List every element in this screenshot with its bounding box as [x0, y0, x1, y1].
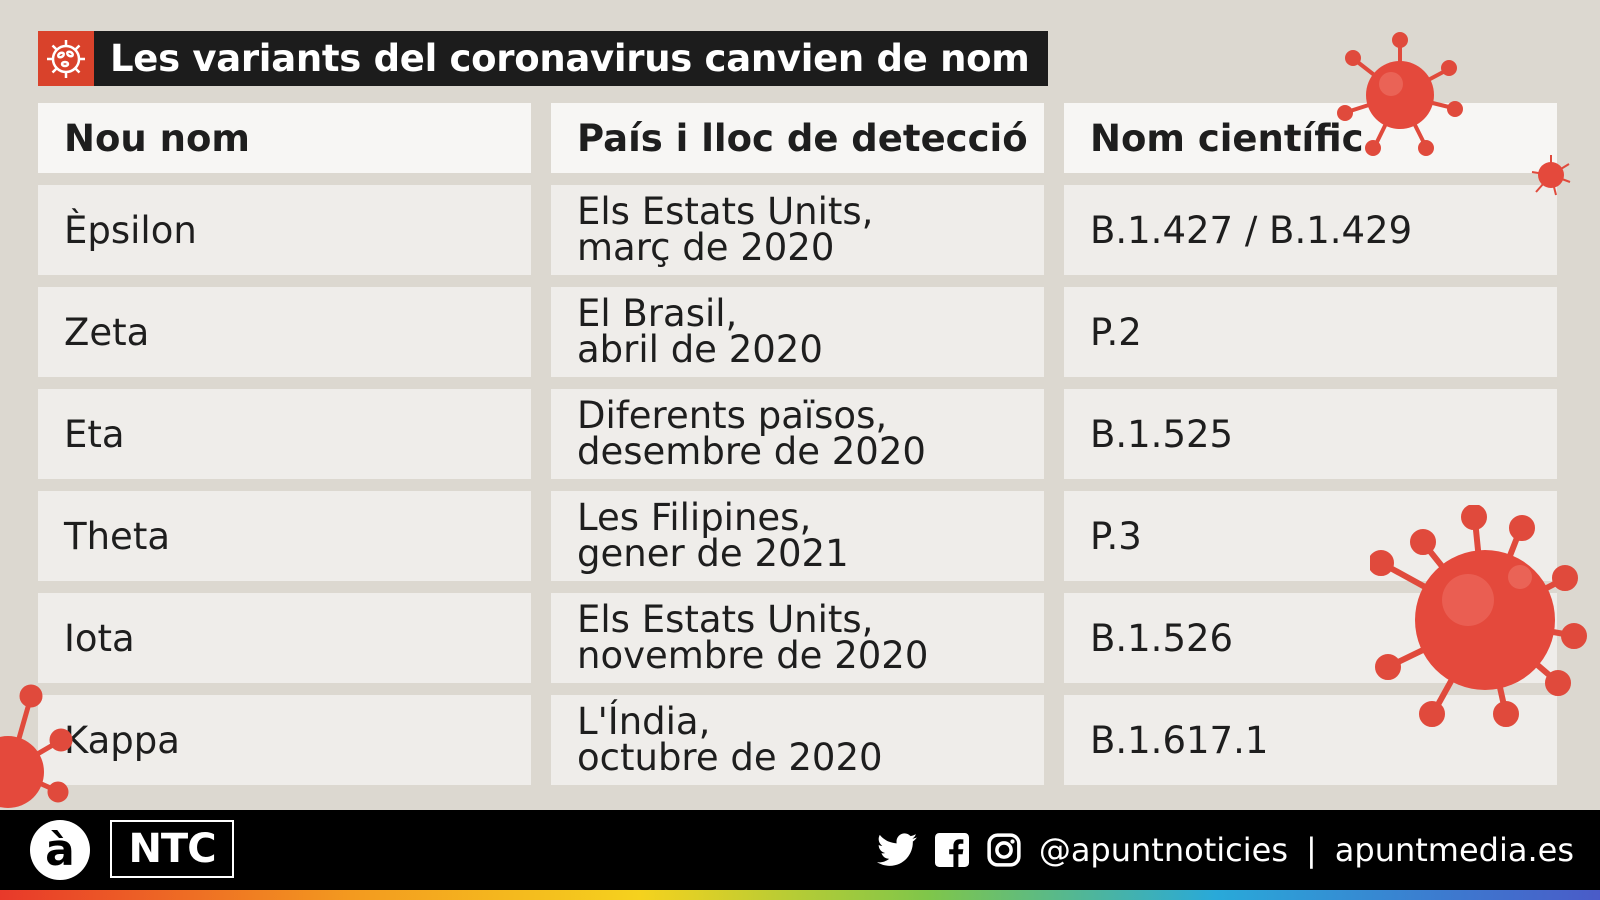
- social-handle[interactable]: @apuntnoticies: [1038, 831, 1288, 869]
- place-text: Diferents països, desembre de 2020: [577, 394, 926, 473]
- page-title: Les variants del coronavirus canvien de …: [110, 37, 1030, 80]
- title-bar: Les variants del coronavirus canvien de …: [38, 31, 1048, 86]
- facebook-icon[interactable]: [934, 833, 969, 867]
- table-cell-scientific: P.3: [1064, 491, 1557, 581]
- table-cell-place: Els Estats Units, novembre de 2020: [551, 593, 1044, 683]
- table-cell-name: Eta: [38, 389, 531, 479]
- table-cell-place: L'Índia, octubre de 2020: [551, 695, 1044, 785]
- table-cell-name: Èpsilon: [38, 185, 531, 275]
- table-cell-place: Diferents països, desembre de 2020: [551, 389, 1044, 479]
- twitter-icon[interactable]: [876, 833, 917, 867]
- variants-table: Nou nom País i lloc de detecció Nom cien…: [38, 103, 1557, 785]
- table-cell-scientific: B.1.617.1: [1064, 695, 1557, 785]
- place-text: Les Filipines, gener de 2021: [577, 496, 849, 575]
- social-links: @apuntnoticies | apuntmedia.es: [876, 820, 1574, 880]
- table-cell-name: Kappa: [38, 695, 531, 785]
- table-cell-place: Els Estats Units, març de 2020: [551, 185, 1044, 275]
- virus-icon: [38, 31, 94, 86]
- instagram-icon[interactable]: [987, 833, 1021, 867]
- separator: |: [1305, 831, 1317, 869]
- ntc-logo: NTC: [110, 820, 234, 878]
- table-cell-scientific: B.1.427 / B.1.429: [1064, 185, 1557, 275]
- place-text: Els Estats Units, març de 2020: [577, 190, 874, 269]
- table-cell-name: Theta: [38, 491, 531, 581]
- table-cell-name: Iota: [38, 593, 531, 683]
- column-header-place: País i lloc de detecció: [551, 103, 1044, 173]
- website-link[interactable]: apuntmedia.es: [1334, 831, 1574, 869]
- place-text: El Brasil, abril de 2020: [577, 292, 823, 371]
- table-cell-scientific: B.1.526: [1064, 593, 1557, 683]
- table-cell-place: El Brasil, abril de 2020: [551, 287, 1044, 377]
- table-cell-scientific: B.1.525: [1064, 389, 1557, 479]
- table-cell-place: Les Filipines, gener de 2021: [551, 491, 1044, 581]
- table-cell-name: Zeta: [38, 287, 531, 377]
- table-cell-scientific: P.2: [1064, 287, 1557, 377]
- footer-bar: [0, 810, 1600, 890]
- rainbow-strip: [0, 890, 1600, 900]
- column-header-new-name: Nou nom: [38, 103, 531, 173]
- place-text: L'Índia, octubre de 2020: [577, 700, 883, 779]
- place-text: Els Estats Units, novembre de 2020: [577, 598, 929, 677]
- column-header-scientific-name: Nom científic: [1064, 103, 1557, 173]
- apunt-logo: à: [30, 820, 90, 880]
